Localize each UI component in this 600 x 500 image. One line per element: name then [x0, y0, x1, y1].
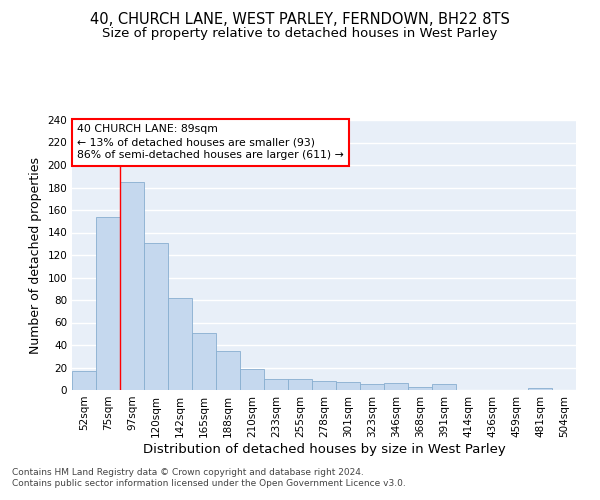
Bar: [264, 379, 288, 390]
Bar: [216, 350, 240, 390]
Bar: [408, 386, 432, 390]
Bar: [312, 381, 336, 390]
Bar: [120, 182, 144, 390]
Bar: [360, 384, 384, 390]
Bar: [192, 332, 216, 390]
Bar: [288, 379, 312, 390]
Bar: [336, 382, 360, 390]
X-axis label: Distribution of detached houses by size in West Parley: Distribution of detached houses by size …: [143, 442, 505, 456]
Text: Contains HM Land Registry data © Crown copyright and database right 2024.
Contai: Contains HM Land Registry data © Crown c…: [12, 468, 406, 487]
Bar: [144, 242, 168, 390]
Text: 40, CHURCH LANE, WEST PARLEY, FERNDOWN, BH22 8TS: 40, CHURCH LANE, WEST PARLEY, FERNDOWN, …: [90, 12, 510, 28]
Text: Size of property relative to detached houses in West Parley: Size of property relative to detached ho…: [103, 28, 497, 40]
Bar: [384, 383, 408, 390]
Bar: [96, 217, 120, 390]
Bar: [72, 371, 96, 390]
Bar: [168, 298, 192, 390]
Bar: [432, 384, 456, 390]
Y-axis label: Number of detached properties: Number of detached properties: [29, 156, 42, 354]
Bar: [528, 388, 552, 390]
Text: 40 CHURCH LANE: 89sqm
← 13% of detached houses are smaller (93)
86% of semi-deta: 40 CHURCH LANE: 89sqm ← 13% of detached …: [77, 124, 344, 160]
Bar: [240, 368, 264, 390]
